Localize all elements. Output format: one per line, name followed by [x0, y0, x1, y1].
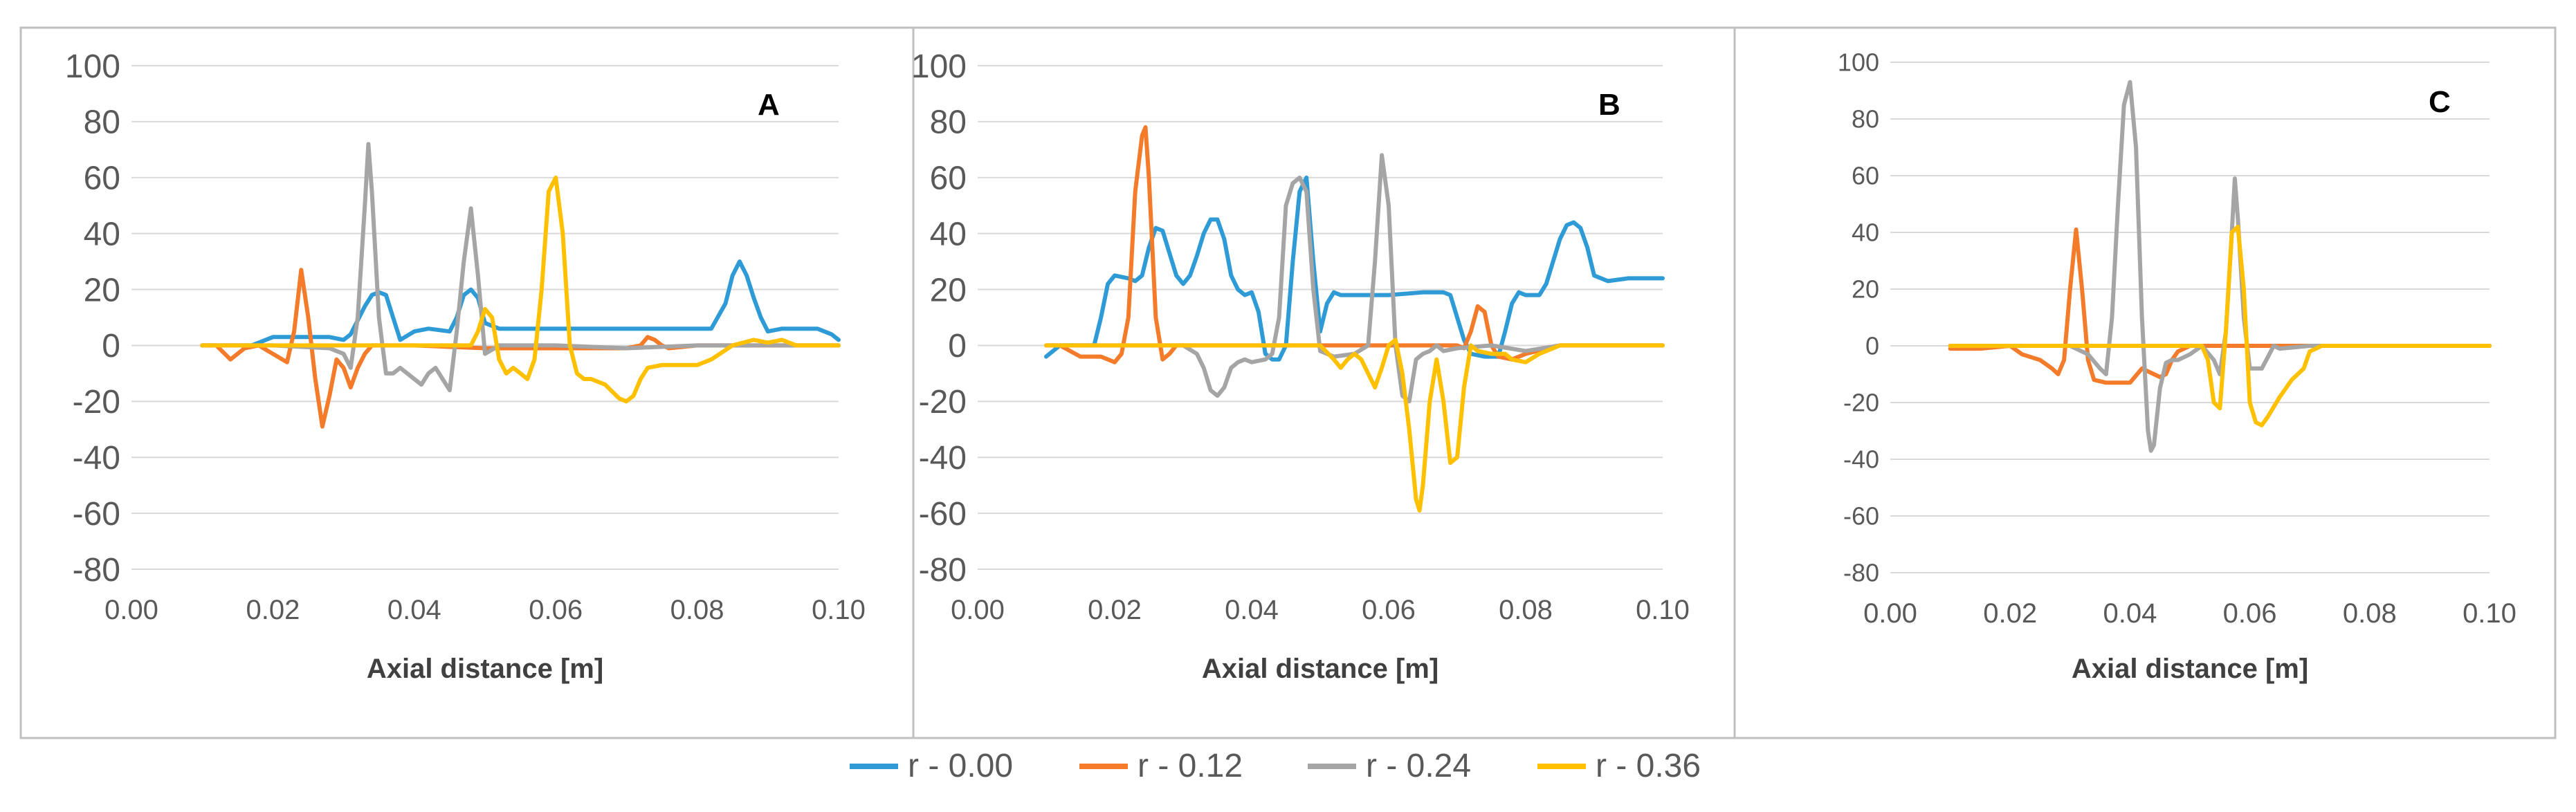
series-line-2	[1044, 153, 1665, 404]
y-tick-label: 60	[930, 160, 967, 197]
x-tick-label: 0.02	[1983, 598, 2037, 629]
legend-item-r-000: r - 0.00	[850, 748, 1013, 784]
series-line-3	[1044, 338, 1665, 513]
series-line-3	[1948, 224, 2492, 427]
x-tick-label: 0.10	[1636, 595, 1690, 625]
x-tick-label: 0.02	[246, 595, 300, 625]
x-tick-label: 0.10	[2463, 598, 2516, 629]
chart-c-xlabel: Axial distance [m]	[2072, 654, 2308, 684]
y-tick-label: 40	[1852, 219, 1879, 247]
y-tick-label: -40	[73, 440, 120, 477]
y-tick-label: 80	[84, 104, 120, 141]
chart-b-xlabel: Axial distance [m]	[1202, 654, 1438, 684]
series-line-1	[200, 268, 841, 429]
legend: r - 0.00 r - 0.12 r - 0.24 r - 0.36	[850, 748, 1701, 784]
x-tick-label: 0.06	[2223, 598, 2277, 629]
series-line-0	[200, 259, 841, 348]
x-tick-label: 0.08	[670, 595, 724, 625]
y-tick-label: -60	[73, 496, 120, 533]
y-tick-label: 0	[1865, 332, 1879, 360]
x-tick-label: 0.04	[387, 595, 441, 625]
x-tick-label: 0.04	[1225, 595, 1279, 625]
y-tick-label: -80	[1843, 559, 1879, 587]
y-tick-label: 80	[1852, 105, 1879, 133]
y-tick-label: 0	[948, 328, 967, 365]
series-line-2	[200, 142, 841, 393]
y-tick-label: -20	[73, 384, 120, 421]
y-tick-label: 100	[1838, 48, 1879, 77]
y-tick-label: -20	[1843, 389, 1879, 417]
chart-b: -80 -60 -40 -20 0 20 40 60 80 100 0.00 0.02 0.04 0.06…	[911, 48, 1690, 684]
x-tick-label: 0.06	[529, 595, 583, 625]
legend-label: r - 0.00	[908, 748, 1013, 784]
chart-b-title: B	[1598, 88, 1620, 122]
y-tick-label: 100	[911, 48, 967, 85]
x-tick-label: 0.00	[951, 595, 1005, 625]
chart-a-title: A	[758, 88, 780, 122]
y-tick-label: -80	[73, 552, 120, 589]
chart-c-title: C	[2429, 85, 2451, 119]
x-tick-label: 0.04	[2103, 598, 2157, 629]
legend-item-r-036: r - 0.36	[1537, 748, 1701, 784]
chart-a: -80 -60 -40 -20 0 20 40 60 80 100 0.00 0.02 0.04 0.06…	[65, 48, 866, 684]
series-line-0	[1044, 175, 1665, 362]
y-tick-label: -60	[1843, 502, 1879, 530]
panel-border-b	[912, 26, 1736, 739]
chart-a-xlabel: Axial distance [m]	[367, 654, 603, 684]
legend-item-r-024: r - 0.24	[1308, 748, 1471, 784]
x-tick-label: 0.00	[1863, 598, 1917, 629]
y-tick-label: -20	[919, 384, 967, 421]
y-tick-label: 20	[930, 272, 967, 308]
chart-c: -80 -60 -40 -20 0 20 40 60 80 100 0.00 0.02 0.04 0.06…	[1838, 48, 2516, 684]
legend-label: r - 0.12	[1138, 748, 1243, 784]
x-tick-label: 0.10	[812, 595, 866, 625]
y-tick-label: 60	[1852, 162, 1879, 190]
y-tick-label: 40	[930, 216, 967, 252]
x-tick-label: 0.02	[1088, 595, 1142, 625]
x-tick-label: 0.00	[104, 595, 158, 625]
y-tick-label: 0	[102, 328, 120, 365]
series-line-3	[200, 175, 841, 404]
legend-label: r - 0.36	[1596, 748, 1701, 784]
legend-item-r-012: r - 0.12	[1079, 748, 1243, 784]
panel-border-c	[1733, 26, 2557, 739]
y-tick-label: 60	[84, 160, 120, 197]
y-tick-label: -80	[919, 552, 967, 589]
x-tick-label: 0.06	[1362, 595, 1416, 625]
legend-label: r - 0.24	[1366, 748, 1471, 784]
y-tick-label: 20	[1852, 275, 1879, 304]
x-tick-label: 0.08	[2343, 598, 2397, 629]
series-line-1	[1044, 125, 1665, 365]
y-tick-label: -40	[1843, 445, 1879, 474]
panel-border-a	[19, 26, 915, 739]
y-tick-label: 40	[84, 216, 120, 252]
y-tick-label: -40	[919, 440, 967, 477]
y-tick-label: 20	[84, 272, 120, 308]
y-tick-label: 100	[65, 48, 120, 85]
y-tick-label: -60	[919, 496, 967, 533]
x-tick-label: 0.08	[1499, 595, 1553, 625]
y-tick-label: 80	[930, 104, 967, 141]
